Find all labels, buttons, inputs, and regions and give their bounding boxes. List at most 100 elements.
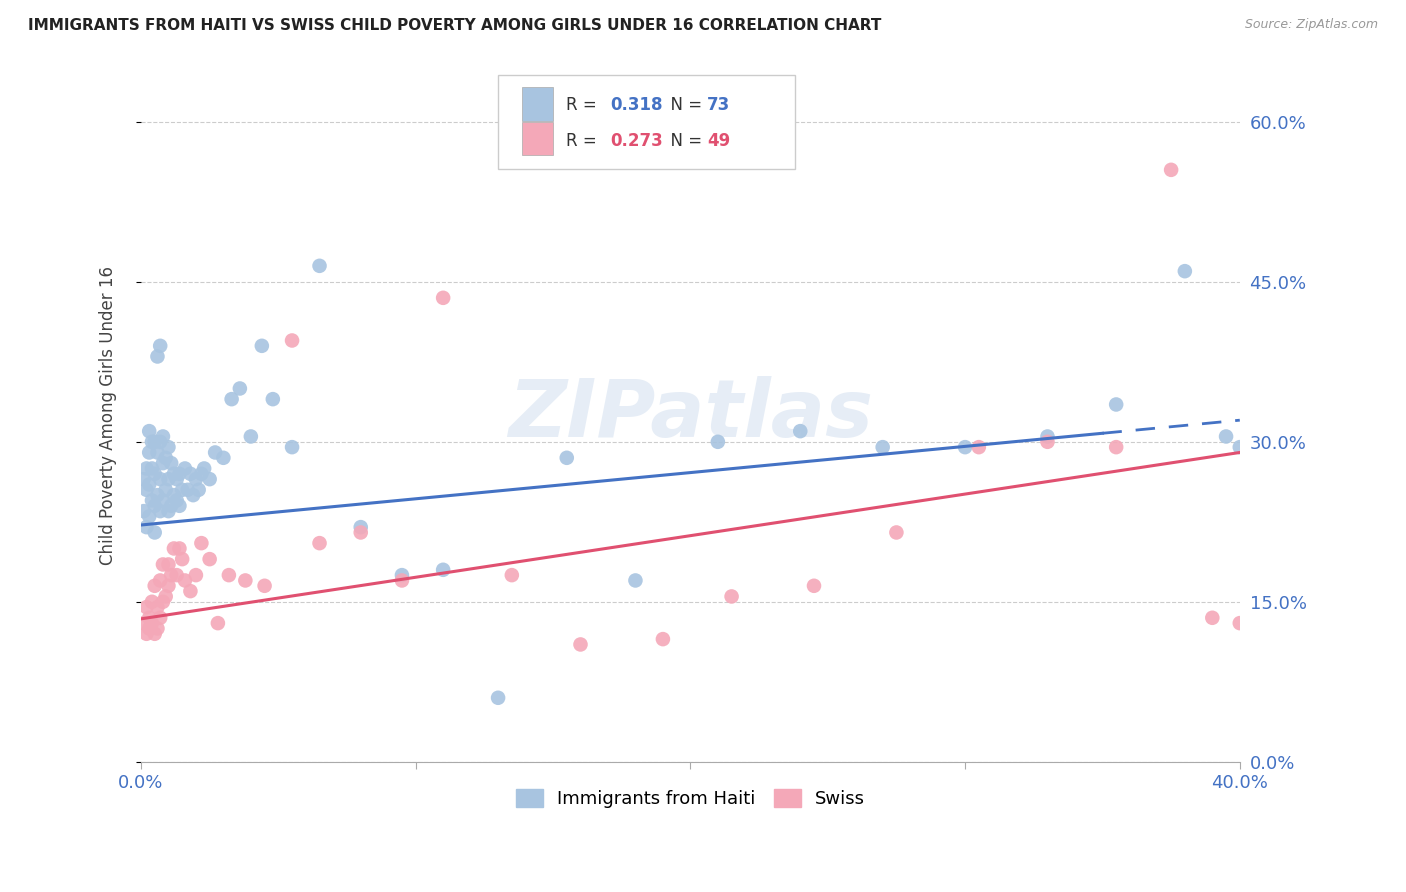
Point bbox=[501, 568, 523, 582]
Point bbox=[155, 450, 177, 465]
Point bbox=[149, 574, 172, 588]
Point bbox=[146, 350, 169, 364]
Point bbox=[149, 434, 172, 449]
Point bbox=[174, 461, 197, 475]
Text: 0.318: 0.318 bbox=[610, 96, 662, 114]
Point bbox=[1229, 616, 1251, 631]
Point bbox=[193, 461, 215, 475]
Point bbox=[967, 440, 990, 454]
Point bbox=[141, 595, 163, 609]
Text: N =: N = bbox=[659, 96, 707, 114]
Point bbox=[143, 434, 166, 449]
Point bbox=[149, 504, 172, 518]
Text: N =: N = bbox=[659, 132, 707, 151]
Point bbox=[143, 499, 166, 513]
Point bbox=[281, 334, 304, 348]
Point bbox=[350, 520, 373, 534]
Point bbox=[166, 493, 188, 508]
Text: Source: ZipAtlas.com: Source: ZipAtlas.com bbox=[1244, 18, 1378, 31]
Point bbox=[157, 472, 180, 486]
FancyBboxPatch shape bbox=[522, 87, 553, 120]
Point bbox=[184, 472, 207, 486]
Point bbox=[1215, 429, 1237, 443]
Text: 0.273: 0.273 bbox=[610, 132, 662, 151]
Point bbox=[1174, 264, 1197, 278]
Point bbox=[1105, 440, 1128, 454]
Point bbox=[172, 552, 194, 566]
Point bbox=[218, 568, 240, 582]
Point bbox=[707, 434, 730, 449]
Point bbox=[160, 568, 183, 582]
Y-axis label: Child Poverty Among Girls Under 16: Child Poverty Among Girls Under 16 bbox=[100, 266, 117, 565]
Point bbox=[166, 472, 188, 486]
Point bbox=[141, 461, 163, 475]
Point bbox=[135, 600, 157, 615]
Text: ZIPatlas: ZIPatlas bbox=[508, 376, 873, 454]
Point bbox=[160, 499, 183, 513]
Point bbox=[221, 392, 243, 406]
Point bbox=[146, 445, 169, 459]
Point bbox=[141, 616, 163, 631]
Point bbox=[624, 574, 647, 588]
Point bbox=[181, 488, 204, 502]
Point bbox=[141, 493, 163, 508]
Point bbox=[486, 690, 509, 705]
Point bbox=[135, 461, 157, 475]
Point bbox=[132, 616, 155, 631]
Point bbox=[720, 590, 742, 604]
Point bbox=[789, 424, 811, 438]
Point bbox=[872, 440, 894, 454]
Text: 73: 73 bbox=[707, 96, 730, 114]
Point bbox=[1229, 440, 1251, 454]
Point bbox=[157, 558, 180, 572]
Point bbox=[250, 339, 273, 353]
Point bbox=[135, 483, 157, 497]
Point bbox=[138, 477, 160, 491]
Point bbox=[143, 525, 166, 540]
Point bbox=[253, 579, 276, 593]
Point bbox=[141, 434, 163, 449]
Point bbox=[308, 536, 330, 550]
Point bbox=[1036, 429, 1059, 443]
Point bbox=[204, 445, 226, 459]
Point bbox=[149, 472, 172, 486]
Point bbox=[152, 595, 174, 609]
Point bbox=[157, 579, 180, 593]
Text: 49: 49 bbox=[707, 132, 730, 151]
Point bbox=[143, 579, 166, 593]
Point bbox=[135, 627, 157, 641]
Legend: Immigrants from Haiti, Swiss: Immigrants from Haiti, Swiss bbox=[509, 781, 872, 815]
FancyBboxPatch shape bbox=[522, 122, 553, 155]
Point bbox=[138, 622, 160, 636]
Point bbox=[198, 552, 221, 566]
Point bbox=[138, 424, 160, 438]
Point bbox=[146, 488, 169, 502]
Point bbox=[138, 509, 160, 524]
FancyBboxPatch shape bbox=[498, 76, 794, 169]
Point bbox=[651, 632, 673, 647]
Point bbox=[143, 627, 166, 641]
Point bbox=[157, 440, 180, 454]
Point bbox=[212, 450, 235, 465]
Point bbox=[1036, 434, 1059, 449]
Point bbox=[155, 483, 177, 497]
Point bbox=[146, 600, 169, 615]
Point bbox=[152, 558, 174, 572]
Point bbox=[138, 611, 160, 625]
Point bbox=[432, 291, 454, 305]
Point bbox=[132, 504, 155, 518]
Point bbox=[179, 467, 201, 481]
Point bbox=[160, 456, 183, 470]
Point bbox=[163, 467, 186, 481]
Point bbox=[135, 520, 157, 534]
Point bbox=[163, 488, 186, 502]
Point bbox=[281, 440, 304, 454]
Point bbox=[432, 563, 454, 577]
Text: R =: R = bbox=[567, 132, 602, 151]
Point bbox=[155, 590, 177, 604]
Point bbox=[176, 483, 198, 497]
Point bbox=[138, 445, 160, 459]
Point bbox=[152, 493, 174, 508]
Point bbox=[1201, 611, 1223, 625]
Point bbox=[350, 525, 373, 540]
